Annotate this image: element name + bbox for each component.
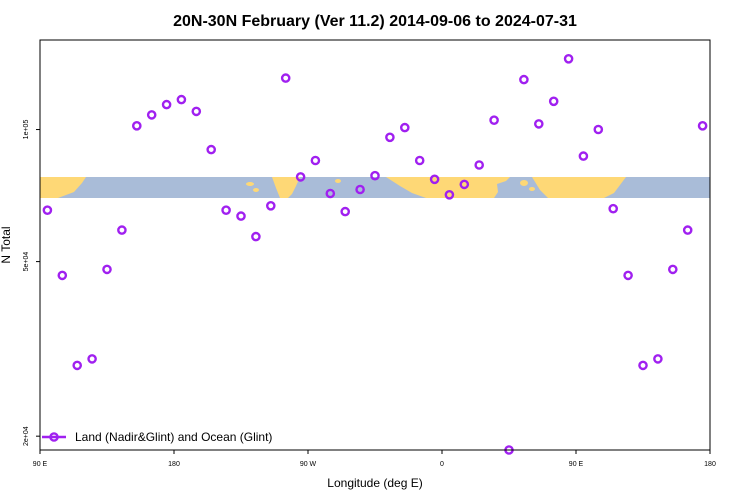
data-point [146,110,157,120]
data-point [385,132,395,143]
data-point [325,188,336,199]
data-point [57,270,68,281]
data-point [653,354,663,364]
island-0 [246,182,254,186]
y-axis-label: N Total [0,226,13,263]
data-point [489,115,499,125]
map-band [40,177,710,198]
data-point [280,73,291,83]
data-point [682,225,693,235]
data-point [117,225,127,235]
x-tick-label: 180 [168,461,180,468]
legend-entry: Land (Nadir&Glint) and Ocean (Glint) [75,430,272,444]
land-mass-0 [40,177,86,198]
data-point [578,151,589,161]
data-point [102,264,112,275]
data-points [42,54,708,455]
data-point [593,124,604,135]
data-point [340,206,351,217]
island-5 [471,184,477,188]
data-point [251,231,261,242]
y-axis: 2e+04 5e+04 1e+05 [23,120,40,446]
island-3 [529,187,535,191]
data-point [310,155,321,166]
data-point [370,170,380,181]
data-point [548,96,559,107]
data-point [295,172,306,182]
island-2 [520,180,528,186]
data-point [176,94,187,105]
x-tick-label: 90 W [300,461,317,468]
data-point [638,360,648,371]
data-point [87,354,97,364]
data-point [355,184,365,195]
land-mass-1 [272,177,300,198]
y-tick-label: 1e+05 [23,120,30,140]
x-tick-label: 90 E [569,461,584,468]
data-point [474,160,485,170]
data-point [534,119,544,129]
data-point [206,144,216,155]
data-point [414,155,425,166]
data-point [161,99,172,110]
legend-marker [49,432,59,442]
data-point [265,200,276,211]
land-mass-3 [532,177,626,198]
data-point [459,179,470,190]
data-point [399,122,410,133]
y-tick-label: 2e+04 [23,426,30,446]
legend: Land (Nadir&Glint) and Ocean (Glint) [42,430,272,444]
data-point [608,203,619,214]
data-point [519,74,529,85]
data-point [697,121,708,131]
x-axis-label: Longitude (deg E) [327,476,422,490]
data-point [42,205,53,215]
x-tick-label: 180 [704,461,716,468]
data-point [444,189,455,200]
x-tick-label: 90 E [33,461,48,468]
data-point [221,205,231,215]
data-point [623,270,633,281]
data-point [563,54,574,64]
data-point [131,121,142,131]
y-tick-label: 5e+04 [23,252,30,272]
data-point [236,211,246,221]
island-4 [335,179,341,183]
data-point [72,360,82,371]
data-point [429,174,440,185]
land-mass-2 [386,177,510,198]
data-point [191,106,202,117]
x-axis: 90 E 180 90 W 0 90 E 180 [33,450,716,468]
island-1 [253,188,259,192]
plot-frame [39,39,711,451]
chart-title: 20N-30N February (Ver 11.2) 2014-09-06 t… [173,13,577,30]
data-point [668,264,678,275]
x-tick-label: 0 [440,461,444,468]
